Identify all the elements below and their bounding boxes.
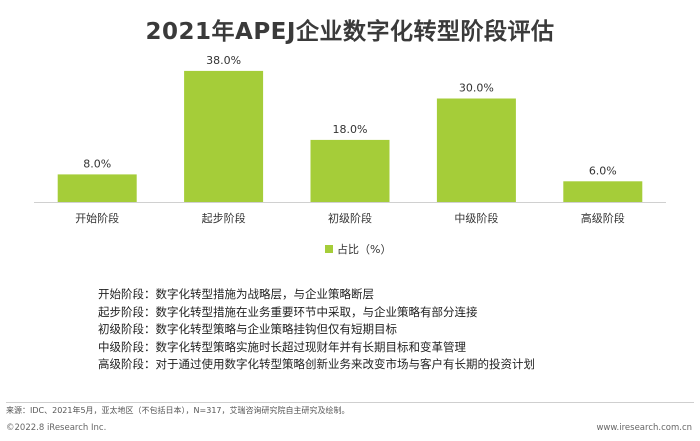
definition-item: 开始阶段：数字化转型措施为战略层，与企业策略断层 <box>98 287 374 301</box>
bar[interactable] <box>184 70 264 203</box>
bar[interactable] <box>310 139 390 202</box>
source-note: 来源：IDC、2021年5月，亚太地区（不包括日本），N=317，艾瑞咨询研究院… <box>6 406 350 415</box>
x-tick-label: 初级阶段 <box>328 211 372 225</box>
data-label: 18.0% <box>333 123 368 136</box>
bar[interactable] <box>563 181 643 202</box>
x-tick-label: 起步阶段 <box>202 211 246 225</box>
bar[interactable] <box>57 174 137 202</box>
x-tick-label: 开始阶段 <box>75 211 119 225</box>
data-label: 38.0% <box>206 54 241 67</box>
x-tick-label: 高级阶段 <box>581 211 625 225</box>
bar-chart: 8.0% 开始阶段 38.0% 起步阶段 18.0% 初级阶段 30.0% 中级阶段 6.0% 高… <box>34 54 666 256</box>
data-label: 30.0% <box>459 82 494 95</box>
definition-item: 高级阶段：对于通过使用数字化转型策略创新业务来改变市场与客户有长期的投资计划 <box>98 357 535 372</box>
copyright-text: ©2022.8 iResearch Inc. <box>6 423 107 433</box>
definition-item: 初级阶段：数字化转型策略与企业策略挂钩但仅有短期目标 <box>98 322 397 337</box>
chart-title: 2021年APEJ企业数字化转型阶段评估 <box>145 19 555 45</box>
stage-definitions: 开始阶段：数字化转型措施为战略层，与企业策略断层 起步阶段：数字化转型措施在业务… <box>98 286 535 374</box>
legend-swatch <box>325 245 333 253</box>
website-link[interactable]: www.iresearch.com.cn <box>596 423 692 433</box>
definition-item: 中级阶段：数字化转型策略实施时长超过现财年并有长期目标和变革管理 <box>98 339 466 354</box>
data-label: 6.0% <box>589 164 617 177</box>
legend-label: 占比（%） <box>337 242 391 256</box>
x-tick-label: 中级阶段 <box>454 211 498 225</box>
bar[interactable] <box>436 98 516 203</box>
footer-divider <box>6 402 694 403</box>
definition-item: 起步阶段：数字化转型措施在业务重要环节中采取，与企业策略有部分连接 <box>98 304 478 319</box>
data-label: 8.0% <box>83 157 111 170</box>
